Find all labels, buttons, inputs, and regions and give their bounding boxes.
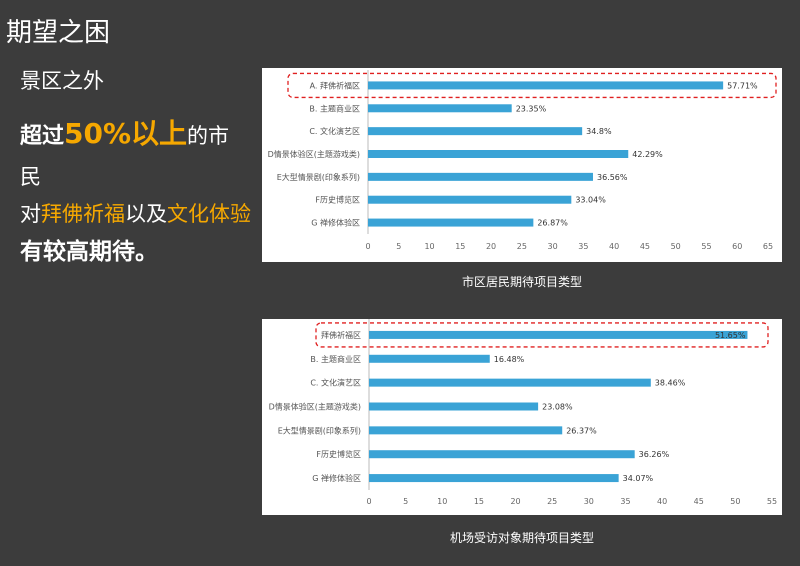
category-label: C. 文化演艺区 (309, 126, 360, 136)
value-label: 36.26% (639, 450, 670, 459)
summary-line-1-text: 景区之外 (20, 69, 104, 93)
bar (369, 426, 563, 435)
x-tick-label: 5 (403, 497, 408, 506)
summary-line-5-text: 有较高期待。 (20, 239, 158, 266)
category-label: B. 主题商业区 (309, 103, 360, 113)
highlight-box (287, 72, 777, 99)
category-label: E大型情景剧(印象系列) (278, 425, 361, 435)
x-tick-label: 10 (437, 497, 447, 506)
category-label: G 禅修体验区 (312, 473, 361, 483)
value-label: 42.29% (632, 150, 663, 159)
category-label: A. 拜佛祈福区 (310, 80, 360, 90)
value-label: 38.46% (655, 379, 686, 388)
x-tick-label: 55 (767, 497, 777, 506)
bar (369, 450, 635, 459)
chart-residents: A. 拜佛祈福区 57.71% B. 主题商业区 23.35% C. 文化演艺区 34.8… (268, 70, 777, 251)
bar (369, 402, 539, 411)
summary-line-4-prefix: 对 (20, 201, 41, 226)
bar (369, 378, 651, 387)
summary-line-2: 超过50%以上的市 (20, 117, 265, 151)
x-tick-label: 35 (578, 242, 588, 251)
summary-line-2-suffix: 的市 (187, 124, 230, 149)
chart-caption-airport: 机场受访对象期待项目类型 (449, 531, 594, 545)
value-label: 51.65% (715, 331, 746, 340)
summary-line-1: 景区之外 (20, 69, 265, 93)
category-label: B. 主题商业区 (310, 354, 361, 364)
x-tick-label: 45 (640, 242, 650, 251)
value-label: 16.48% (494, 355, 525, 364)
summary-line-4-highlight-1: 拜佛祈福 (41, 201, 125, 226)
x-tick-label: 40 (609, 242, 619, 251)
x-tick-label: 55 (701, 242, 711, 251)
value-label: 34.8% (586, 127, 612, 136)
value-label: 57.71% (727, 81, 758, 90)
bar (369, 354, 490, 363)
x-tick-label: 40 (657, 497, 667, 506)
value-label: 34.07% (623, 474, 654, 483)
chart-panel-airport: 拜佛祈福区 51.65% B. 主题商业区 16.48% C. 文化演艺区 38.46% D… (262, 319, 782, 515)
summary-line-4: 对拜佛祈福以及文化体验 (20, 201, 265, 226)
summary-line-4-mid: 以及 (125, 201, 167, 226)
x-tick-label: 20 (486, 242, 496, 251)
category-label: D情景体验区(主题游戏类) (268, 149, 360, 159)
summary-line-3-text: 民 (20, 164, 41, 189)
highlight-box (315, 322, 769, 348)
x-tick-label: 0 (365, 242, 370, 251)
x-tick-label: 65 (763, 242, 773, 251)
category-label: D情景体验区(主题游戏类) (269, 402, 361, 412)
bar (368, 218, 534, 227)
bar (369, 474, 619, 483)
x-tick-label: 30 (584, 497, 594, 506)
x-tick-label: 15 (474, 497, 484, 506)
bar (368, 195, 572, 204)
summary-line-3: 民 (20, 164, 265, 189)
x-tick-label: 5 (396, 242, 401, 251)
bar (368, 150, 629, 158)
bar (369, 330, 748, 339)
x-tick-label: 30 (548, 242, 558, 251)
summary-line-4-highlight-2: 文化体验 (167, 201, 251, 226)
x-tick-label: 15 (455, 242, 465, 251)
x-tick-label: 10 (424, 242, 434, 251)
summary-line-2-highlight: 50%以上 (64, 117, 188, 151)
x-tick-label: 0 (366, 497, 371, 506)
x-tick-label: 45 (694, 497, 704, 506)
bar (368, 127, 583, 136)
x-tick-label: 50 (730, 497, 740, 506)
summary-line-2-prefix: 超过 (20, 124, 65, 150)
bar (368, 81, 724, 90)
category-label: G 禅修体验区 (311, 218, 360, 228)
chart-caption-residents: 市区居民期待项目类型 (461, 275, 582, 289)
x-tick-label: 50 (671, 242, 681, 251)
slide-title: 期望之困 (6, 18, 111, 48)
value-label: 36.56% (597, 173, 628, 182)
bar (368, 104, 512, 113)
value-label: 26.37% (566, 426, 597, 435)
category-label: E大型情景剧(印象系列) (277, 172, 360, 182)
summary-line-5: 有较高期待。 (20, 239, 265, 266)
category-label: 拜佛祈福区 (321, 330, 361, 340)
x-tick-label: 60 (732, 242, 742, 251)
chart-airport: 拜佛祈福区 51.65% B. 主题商业区 16.48% C. 文化演艺区 38.46% D… (269, 319, 777, 506)
summary-text: 景区之外 超过50%以上的市 民 对拜佛祈福以及文化体验 有较高期待。 (20, 69, 265, 266)
x-tick-label: 20 (510, 497, 520, 506)
category-label: F历史博览区 (316, 449, 361, 459)
value-label: 23.08% (542, 403, 573, 412)
x-tick-label: 35 (620, 497, 630, 506)
value-label: 23.35% (516, 104, 547, 113)
bar (368, 172, 593, 181)
category-label: F历史博览区 (315, 195, 360, 205)
category-label: C. 文化演艺区 (310, 378, 361, 388)
x-tick-label: 25 (517, 242, 527, 251)
x-tick-label: 25 (547, 497, 557, 506)
value-label: 26.87% (537, 219, 568, 228)
chart-panel-residents: A. 拜佛祈福区 57.71% B. 主题商业区 23.35% C. 文化演艺区 34.8… (262, 68, 782, 262)
value-label: 33.04% (575, 196, 606, 205)
